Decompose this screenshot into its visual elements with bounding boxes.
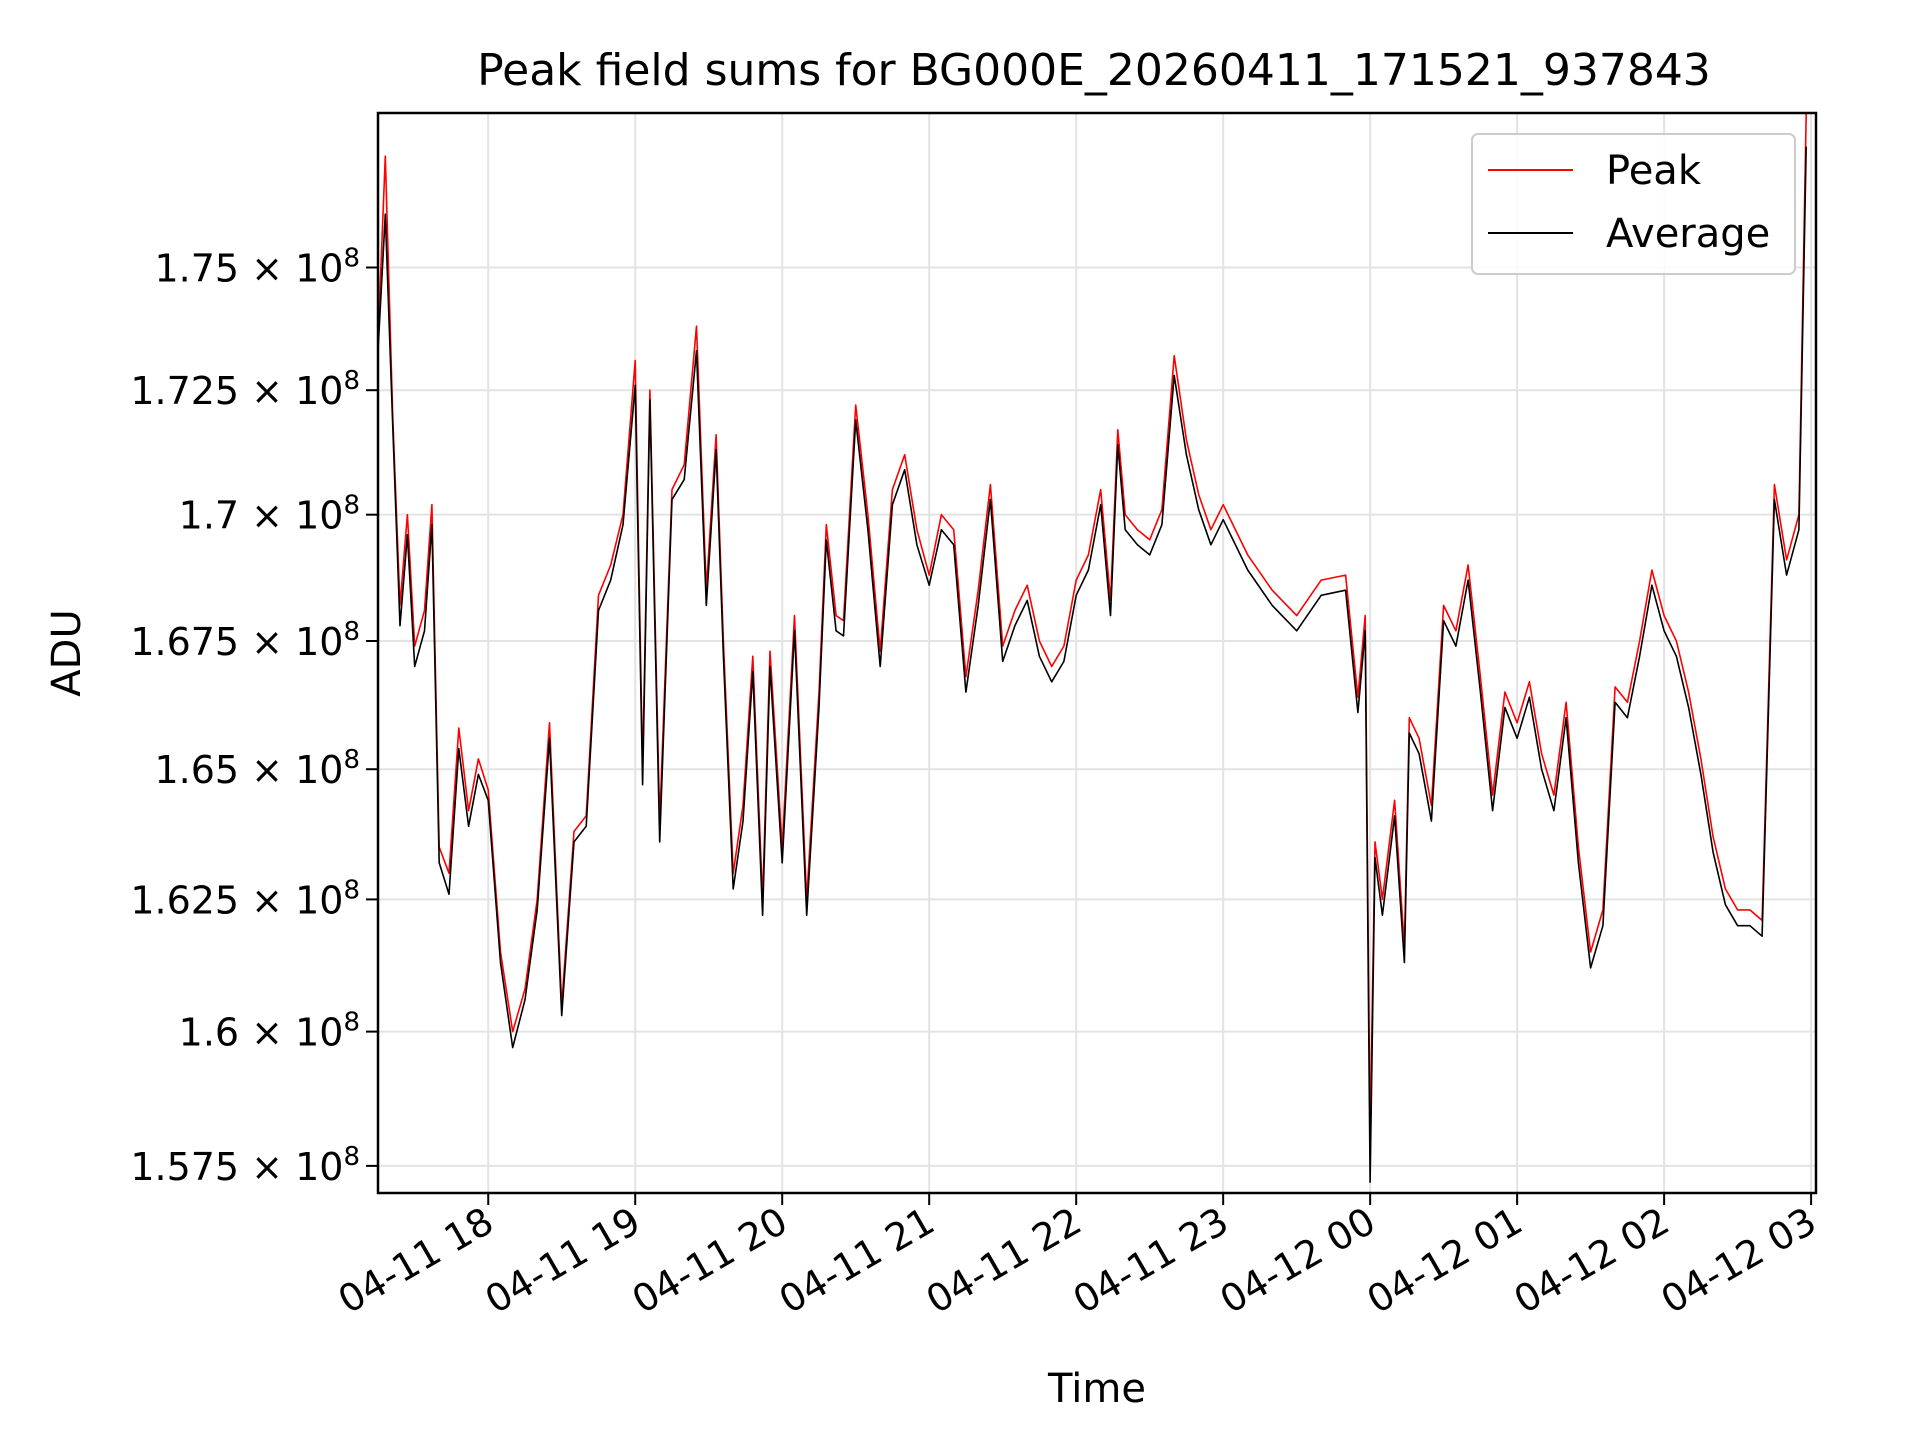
- y-tick-label: 1.625 × 108: [130, 875, 360, 922]
- y-tick-label: 1.7 × 108: [179, 491, 360, 538]
- legend: Peak Average: [1471, 133, 1796, 275]
- y-tick-label: 1.65 × 108: [154, 745, 360, 792]
- grid: [378, 113, 1816, 1193]
- y-axis-label: ADU: [44, 609, 90, 696]
- series-line-average: [377, 146, 1807, 1183]
- chart-title: Peak field sums for BG000E_20260411_1715…: [477, 45, 1711, 96]
- plot-frame: [376, 111, 1818, 1195]
- y-tick-label: 1.575 × 108: [130, 1142, 360, 1189]
- series-group: [377, 112, 1807, 1183]
- y-ticks: 1.575 × 108 1.6 × 108 1.625 × 108 1.65 × 10…: [130, 244, 378, 1189]
- x-axis-label: Time: [1047, 1366, 1146, 1412]
- y-tick-label: 1.725 × 108: [130, 366, 360, 413]
- legend-label-peak: Peak: [1606, 148, 1702, 194]
- legend-label-average: Average: [1606, 211, 1770, 257]
- y-tick-label: 1.6 × 108: [179, 1008, 360, 1055]
- y-tick-label: 1.675 × 108: [130, 617, 360, 664]
- y-tick-label: 1.75 × 108: [154, 244, 360, 291]
- series-line-peak: [377, 112, 1807, 1140]
